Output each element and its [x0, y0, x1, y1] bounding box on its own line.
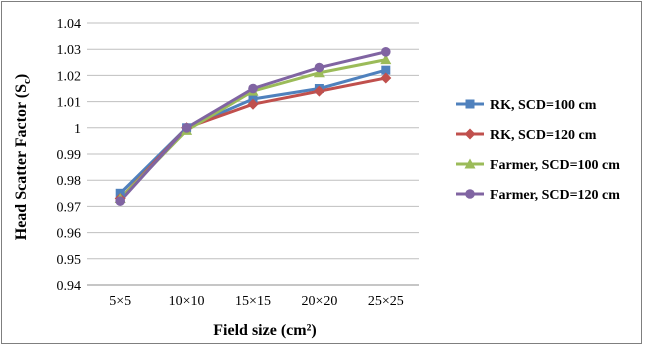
y-tick-label: 0.99: [57, 148, 82, 163]
y-tick-label: 1: [74, 122, 81, 137]
y-tick-label: 1.01: [57, 96, 82, 111]
series-lines: [119, 50, 387, 203]
x-tick-label: 10×10: [169, 294, 205, 309]
x-tick-labels: 5×5 10×10 15×15 20×20 25×25: [109, 294, 404, 309]
data-point-series-2: [380, 72, 392, 84]
legend-label-2: RK, SCD=120 cm: [490, 128, 597, 143]
x-tick-label: 15×15: [235, 294, 271, 309]
legend: RK, SCD=100 cm RK, SCD=120 cm Farmer, SCD=…: [456, 98, 620, 203]
series-line-4: [119, 50, 387, 203]
x-tick-label: 5×5: [109, 294, 131, 309]
y-tick-label: 0.94: [57, 279, 82, 294]
y-axis-title: Head Scatter Factor (Sc): [13, 74, 33, 240]
data-point-series-3: [380, 54, 392, 65]
data-point-series-2: [247, 98, 259, 110]
y-tick-label: 1.03: [57, 43, 82, 58]
legend-label-1: RK, SCD=100 cm: [490, 98, 597, 113]
y-tick-label: 0.95: [57, 253, 82, 268]
x-tick-label: 20×20: [301, 294, 337, 309]
x-tick-label: 25×25: [368, 294, 404, 309]
data-point-series-4: [115, 196, 125, 206]
data-point-series-4: [381, 47, 391, 57]
data-point-series-1: [381, 65, 391, 75]
data-point-series-4: [314, 62, 325, 73]
data-point-series-2: [313, 85, 325, 97]
legend-marker-4: [465, 189, 475, 199]
legend-marker-3: [464, 158, 476, 169]
data-point-series-4: [248, 83, 258, 94]
x-axis-title: Field size (cm²): [213, 322, 316, 339]
y-tick-label: 0.98: [57, 174, 82, 189]
y-tick-label: 0.97: [57, 200, 82, 215]
legend-marker-2: [464, 128, 476, 140]
series-markers: [114, 47, 392, 206]
y-tick-label: 0.96: [57, 227, 82, 242]
gridlines: [87, 22, 419, 286]
legend-marker-1: [465, 99, 475, 109]
y-tick-label: 1.02: [57, 69, 82, 84]
data-point-series-4: [181, 123, 192, 133]
legend-label-3: Farmer, SCD=100 cm: [490, 158, 620, 173]
y-tick-labels: 0.94 0.95 0.96 0.97 0.98 0.99 1 1.01 1.02 1.03 1.0…: [57, 17, 82, 294]
y-tick-label: 1.04: [57, 17, 82, 32]
legend-label-4: Farmer, SCD=120 cm: [490, 188, 620, 203]
